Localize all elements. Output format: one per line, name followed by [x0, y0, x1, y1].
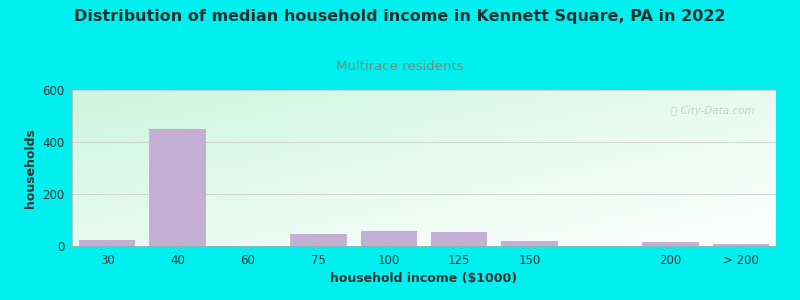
Bar	[642, 242, 698, 246]
Bar	[361, 231, 417, 246]
Text: Distribution of median household income in Kennett Square, PA in 2022: Distribution of median household income …	[74, 9, 726, 24]
X-axis label: household income ($1000): household income ($1000)	[330, 272, 518, 285]
Bar	[713, 244, 769, 246]
Bar	[431, 232, 487, 246]
Bar	[290, 234, 346, 246]
Text: Ⓢ City-Data.com: Ⓢ City-Data.com	[671, 106, 755, 116]
Bar	[150, 129, 206, 246]
Text: Multirace residents: Multirace residents	[336, 60, 464, 73]
Y-axis label: households: households	[23, 128, 37, 208]
Bar	[502, 241, 558, 246]
Bar	[79, 239, 135, 246]
